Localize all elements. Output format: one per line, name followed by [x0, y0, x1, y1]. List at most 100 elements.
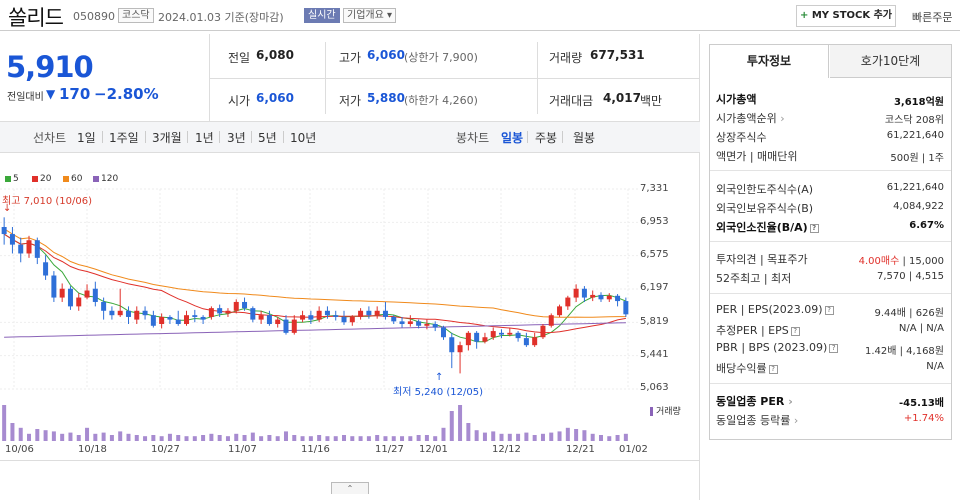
upper-limit: (상한가 7,900) — [404, 51, 478, 64]
volume-label: 거래량 — [549, 51, 583, 65]
period-separator — [145, 131, 146, 143]
candle-daily[interactable]: 일봉 — [501, 131, 524, 145]
candle-body — [382, 310, 388, 317]
y-tick: 5,063 — [640, 382, 669, 393]
per-eps-label: PER | EPS(2023.09)? — [716, 303, 834, 316]
volume-bar — [10, 423, 15, 441]
candle-body — [465, 332, 471, 346]
quick-order-link[interactable]: 빠른주문 — [912, 11, 953, 24]
volume-bar — [151, 435, 156, 441]
help-icon[interactable]: ? — [824, 305, 834, 315]
pbr-bps-value: 1.42배 | 4,168원 — [864, 346, 944, 357]
volume-bar — [466, 423, 471, 441]
candle-body — [366, 310, 372, 316]
candle-body — [391, 316, 397, 322]
add-mystock-button[interactable]: + MY STOCK 추가 — [796, 5, 896, 27]
legend-label: 60 — [71, 174, 83, 184]
open-value: 6,060 — [256, 91, 294, 105]
candle-body — [59, 288, 65, 298]
chevron-right-icon: › — [793, 414, 799, 427]
ma5-line — [3, 233, 627, 343]
candle-body — [200, 316, 206, 320]
company-overview-dropdown[interactable]: 기업개요 ▾ — [343, 8, 397, 23]
reference-date: 2024.01.03 기준(장마감) — [158, 11, 284, 24]
volume-bar — [342, 435, 347, 441]
period-1w[interactable]: 1주일 — [109, 131, 139, 145]
candle-body — [159, 316, 165, 325]
legend-ma5: 5 — [5, 174, 19, 184]
candle-body — [175, 319, 181, 325]
candle-body — [333, 315, 339, 317]
volume-chart — [2, 405, 628, 441]
volume-bar — [109, 435, 114, 441]
period-3m[interactable]: 3개월 — [152, 131, 182, 145]
stock-code: 050890 — [73, 10, 115, 23]
chevron-right-icon: › — [788, 395, 793, 408]
help-icon[interactable]: ? — [809, 223, 819, 233]
x-tick: 01/02 — [619, 444, 648, 455]
low-label: 저가 — [339, 94, 362, 108]
section-divider — [710, 383, 951, 384]
candle-body — [291, 319, 297, 333]
x-tick: 11/16 — [301, 444, 330, 455]
volume-swatch — [650, 407, 653, 416]
tab-orderbook[interactable]: 호가10단계 — [830, 45, 951, 78]
quote-divider — [209, 34, 210, 121]
candle-body — [523, 338, 529, 346]
y-tick: 5,819 — [640, 316, 669, 327]
candle-monthly[interactable]: 월봉 — [573, 131, 596, 145]
candle-body — [92, 288, 98, 302]
prev-day-label: 전일대비 — [7, 92, 44, 103]
dividend-label: 배당수익률? — [716, 360, 778, 376]
candle-weekly[interactable]: 주봉 — [535, 131, 558, 145]
market-cap-label: 시가총액 — [716, 93, 757, 106]
candle-body — [258, 315, 264, 320]
period-separator — [219, 131, 220, 143]
volume-bar — [391, 436, 396, 441]
period-5y[interactable]: 5년 — [258, 131, 277, 145]
industry-change-label: 동일업종 등락률 › — [716, 412, 798, 428]
legend-swatch — [32, 175, 38, 182]
price-chart[interactable] — [0, 183, 640, 395]
candle-body — [300, 315, 306, 320]
period-1y[interactable]: 1년 — [195, 131, 214, 145]
candle-body — [167, 316, 173, 320]
volume-bar — [242, 435, 247, 441]
help-icon[interactable]: ? — [768, 364, 778, 374]
chevron-up-icon: ⌃ — [346, 484, 354, 493]
x-tick: 10/06 — [5, 444, 34, 455]
dividend-text: 배당수익률 — [716, 362, 767, 375]
chevron-down-icon: ▾ — [387, 10, 393, 21]
volume-bar — [474, 430, 479, 441]
volume-bar — [60, 433, 65, 441]
par-value-value: 500원 | 1주 — [890, 153, 944, 164]
foreign-limit-value: 61,221,640 — [886, 182, 944, 193]
tab-investment-info[interactable]: 투자정보 — [710, 45, 829, 78]
period-separator — [187, 131, 188, 143]
period-1d[interactable]: 1일 — [77, 131, 96, 145]
volume-bar — [441, 427, 446, 441]
candle-body — [507, 332, 513, 335]
volume-bar — [259, 436, 264, 441]
chart-collapse-button[interactable]: ⌃ — [331, 482, 369, 494]
candle-body — [499, 332, 505, 335]
down-arrow-icon: ↓ — [3, 203, 12, 214]
legend-swatch — [63, 175, 69, 182]
realtime-badge[interactable]: 실시간 — [304, 8, 340, 23]
volume-bar — [400, 436, 405, 441]
volume-bar — [458, 405, 463, 441]
up-arrow-icon: ↑ — [435, 372, 444, 383]
period-3y[interactable]: 3년 — [227, 131, 246, 145]
volume-bar — [184, 436, 189, 441]
period-10y[interactable]: 10년 — [290, 131, 317, 145]
candle-body — [283, 319, 289, 333]
foreign-holding-value: 4,084,922 — [893, 201, 944, 212]
market-badge: 코스닥 — [118, 8, 154, 23]
candle-body — [308, 315, 314, 320]
volume-bar — [283, 431, 288, 441]
candle-body — [76, 297, 82, 307]
legend-label: 20 — [40, 174, 52, 184]
help-icon[interactable]: ? — [829, 343, 839, 353]
est-per-eps-value: N/A | N/A — [898, 323, 944, 334]
help-icon[interactable]: ? — [790, 326, 800, 336]
